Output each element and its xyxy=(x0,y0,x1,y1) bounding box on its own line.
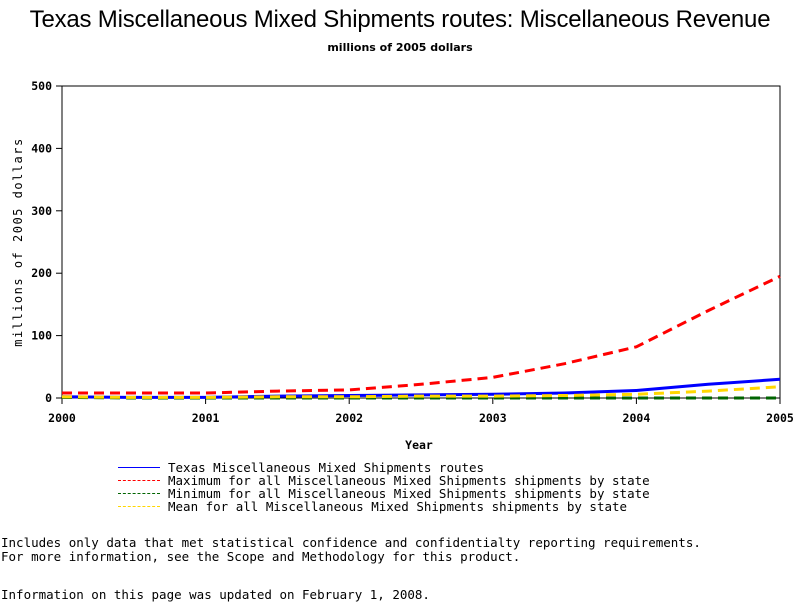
chart-subtitle: millions of 2005 dollars xyxy=(327,41,473,54)
footnote-methodology: For more information, see the Scope and … xyxy=(1,549,521,564)
legend-swatch xyxy=(118,493,160,494)
legend-swatch xyxy=(118,467,160,468)
x-tick-label: 2005 xyxy=(766,411,794,425)
legend-entry: Minimum for all Miscellaneous Mixed Ship… xyxy=(118,487,650,500)
footnotes: Includes only data that met statistical … xyxy=(1,536,701,564)
x-tick-label: 2001 xyxy=(192,411,220,425)
chart-legend: Texas Miscellaneous Mixed Shipments rout… xyxy=(118,461,650,513)
y-tick-label: 200 xyxy=(31,266,52,280)
y-axis-label: millions of 2005 dollars xyxy=(11,137,25,346)
plot-frame xyxy=(61,85,781,399)
series-line-4 xyxy=(61,385,781,399)
legend-swatch xyxy=(118,506,160,507)
legend-label: Minimum for all Miscellaneous Mixed Ship… xyxy=(168,486,650,501)
y-tick-label: 400 xyxy=(31,141,52,155)
legend-swatch xyxy=(118,480,160,481)
update-notice: Information on this page was updated on … xyxy=(1,587,430,602)
y-tick-label: 0 xyxy=(45,391,52,405)
legend-entry: Maximum for all Miscellaneous Mixed Ship… xyxy=(118,474,650,487)
y-tick-label: 300 xyxy=(31,204,52,218)
legend-label: Texas Miscellaneous Mixed Shipments rout… xyxy=(168,460,485,475)
x-axis-label: Year xyxy=(405,438,433,452)
legend-label: Maximum for all Miscellaneous Mixed Ship… xyxy=(168,473,650,488)
legend-entry: Mean for all Miscellaneous Mixed Shipmen… xyxy=(118,500,650,513)
chart-title: Texas Miscellaneous Mixed Shipments rout… xyxy=(29,6,771,33)
x-tick-label: 2004 xyxy=(623,411,651,425)
line-chart: 0 100 200 300 400 500 2000 2001 2002 2003 2004 2005… xyxy=(11,79,794,452)
legend-entry: Texas Miscellaneous Mixed Shipments rout… xyxy=(118,461,650,474)
x-tick-label: 2002 xyxy=(335,411,363,425)
y-tick-label: 500 xyxy=(31,79,52,93)
footnote-confidence: Includes only data that met statistical … xyxy=(1,535,701,550)
x-tick-label: 2003 xyxy=(479,411,507,425)
legend-label: Mean for all Miscellaneous Mixed Shipmen… xyxy=(168,499,628,514)
y-tick-label: 100 xyxy=(31,329,52,343)
x-tick-label: 2000 xyxy=(48,411,76,425)
series-line-2 xyxy=(62,274,781,395)
